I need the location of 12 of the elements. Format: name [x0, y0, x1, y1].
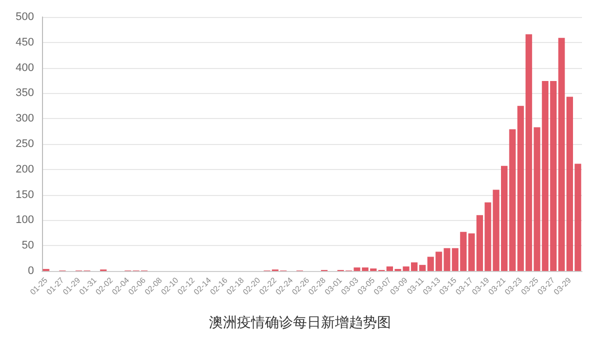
text: 澳洲疫情确诊每日新增趋势图 [209, 314, 391, 330]
y-tick-label: 350 [16, 87, 34, 100]
y-tick-label: 200 [16, 163, 34, 176]
y-tick-label: 100 [16, 214, 34, 226]
y-tick-label: 500 [16, 11, 34, 23]
y-tick-label: 250 [16, 138, 34, 150]
y-tick-label: 150 [16, 188, 34, 201]
y-tick-label: 0 [28, 265, 34, 277]
y-tick-label: 400 [16, 62, 34, 74]
y-tick-label: 450 [16, 36, 34, 48]
y-tick-label: 50 [22, 240, 34, 252]
y-tick-label: 300 [16, 112, 34, 125]
